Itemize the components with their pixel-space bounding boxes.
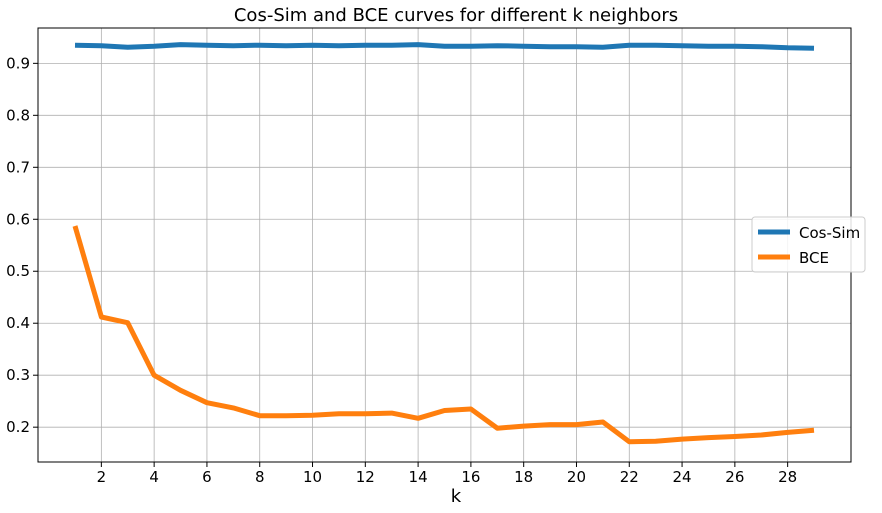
series-line-cos-sim	[74, 42, 815, 51]
x-tick-label: 4	[149, 468, 159, 486]
x-tick-label: 12	[356, 468, 375, 486]
legend-label: Cos-Sim	[799, 224, 860, 242]
x-tick-label: 8	[255, 468, 265, 486]
x-tick-label: 22	[620, 468, 639, 486]
y-tick-label: 0.9	[6, 54, 30, 72]
y-tick-label: 0.2	[6, 418, 30, 436]
y-tick-label: 0.4	[6, 314, 30, 332]
x-tick-label: 16	[461, 468, 480, 486]
legend-label: BCE	[799, 249, 829, 267]
x-tick-label: 14	[409, 468, 428, 486]
x-tick-label: 20	[567, 468, 586, 486]
grid	[38, 28, 851, 462]
x-tick-label: 6	[202, 468, 212, 486]
y-axis-ticks: 0.2 0.3 0.4 0.5 0.6 0.7 0.8 0.9	[6, 54, 38, 436]
x-axis-ticks: 2 4 6 8 10 12 14 16 18 20 22 24 26 28	[97, 462, 797, 486]
series-lines	[72, 42, 815, 445]
y-tick-label: 0.6	[6, 210, 30, 228]
y-tick-label: 0.8	[6, 106, 30, 124]
x-axis-label: k	[451, 486, 462, 507]
x-tick-label: 24	[673, 468, 692, 486]
x-tick-label: 28	[778, 468, 797, 486]
y-tick-label: 0.7	[6, 158, 30, 176]
x-tick-label: 10	[303, 468, 322, 486]
x-tick-label: 2	[97, 468, 107, 486]
chart-title: Cos-Sim and BCE curves for different k n…	[234, 5, 678, 26]
series-line-bce	[72, 225, 815, 445]
plot-frame	[37, 27, 852, 463]
legend: Cos-Sim BCE	[751, 216, 866, 273]
x-tick-label: 18	[514, 468, 533, 486]
y-tick-label: 0.5	[6, 262, 30, 280]
y-tick-label: 0.3	[6, 366, 30, 384]
x-tick-label: 26	[725, 468, 744, 486]
